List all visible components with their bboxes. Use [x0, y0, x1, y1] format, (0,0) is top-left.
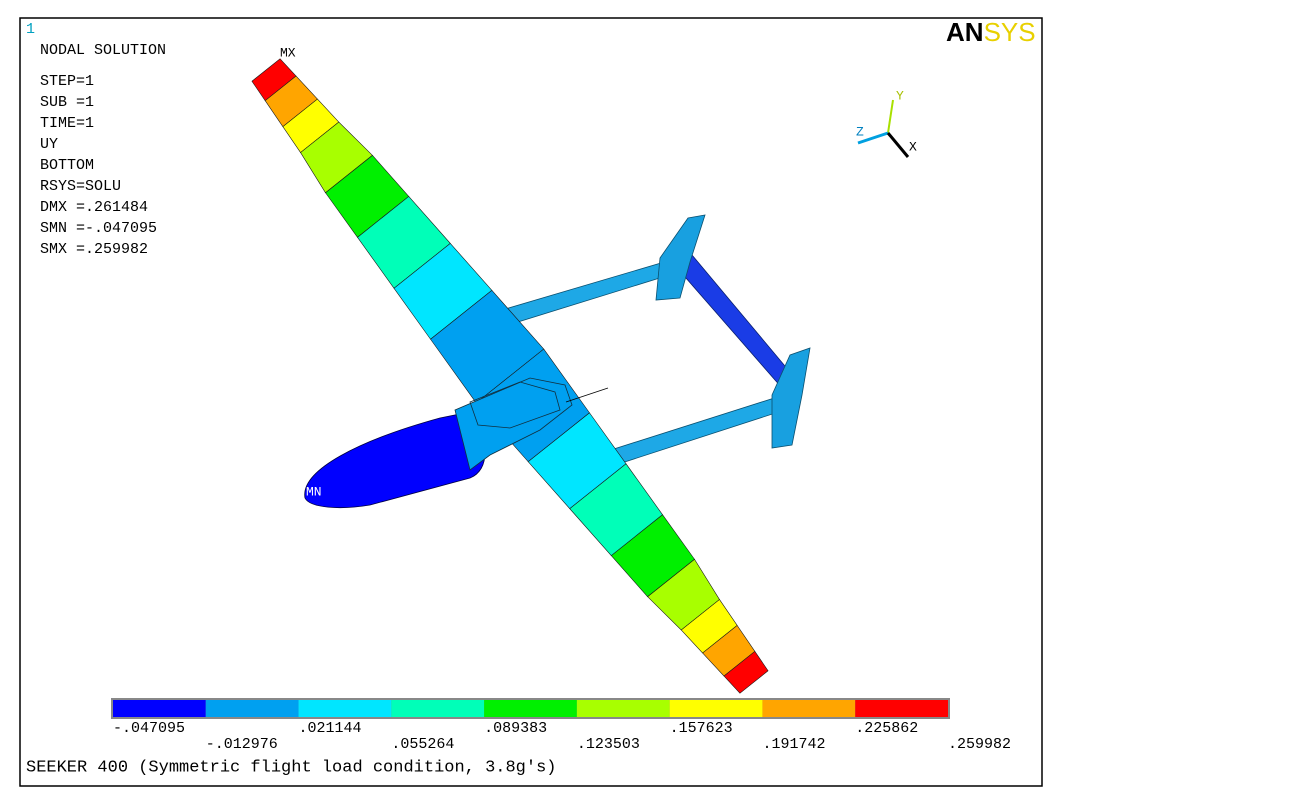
legend-label: .055264 [391, 736, 454, 753]
window-number: 1 [26, 21, 35, 38]
triad-label: Z [856, 124, 864, 139]
legend-label: .191742 [762, 736, 825, 753]
axis-z [857, 131, 889, 145]
max-marker: MX [280, 45, 296, 60]
info-line: SMN =-.047095 [40, 220, 157, 237]
fin [771, 347, 811, 449]
legend-swatch [113, 700, 206, 717]
legend-swatch [391, 700, 485, 717]
legend-swatch [205, 700, 299, 717]
axis-y [887, 99, 894, 134]
logo: ANSYS [946, 17, 1036, 47]
center-body [454, 377, 573, 471]
legend-label: -.047095 [113, 720, 185, 737]
legend-label: .259982 [948, 736, 1011, 753]
triad-label: X [909, 139, 917, 154]
info-line: TIME=1 [40, 115, 94, 132]
info-line: UY [40, 136, 58, 153]
legend-swatch [669, 700, 763, 717]
triad-label: Y [896, 88, 904, 103]
antenna [565, 387, 609, 403]
legend-label: .225862 [855, 720, 918, 737]
legend-swatch [298, 700, 392, 717]
legend-swatch [484, 700, 577, 717]
axis-x [886, 132, 910, 158]
info-line: SUB =1 [40, 94, 94, 111]
legend-label: .021144 [299, 720, 362, 737]
info-line: NODAL SOLUTION [40, 42, 166, 59]
logo-part: AN [946, 17, 984, 47]
canopy [469, 381, 561, 429]
fin [655, 214, 706, 301]
info-line: BOTTOM [40, 157, 94, 174]
caption: SEEKER 400 (Symmetric flight load condit… [26, 758, 557, 777]
legend-label: .089383 [484, 720, 547, 737]
info-line: SMX =.259982 [40, 241, 148, 258]
min-marker: MN [306, 484, 322, 499]
logo-part: SYS [984, 17, 1036, 47]
info-line: DMX =.261484 [40, 199, 148, 216]
info-line: STEP=1 [40, 73, 94, 90]
legend-swatch [576, 700, 670, 717]
legend-label: .157623 [670, 720, 733, 737]
legend-swatch [762, 700, 856, 717]
model [251, 58, 811, 694]
legend-swatch [855, 700, 948, 717]
info-line: RSYS=SOLU [40, 178, 121, 195]
legend-label: .123503 [577, 736, 640, 753]
legend-label: -.012976 [206, 736, 278, 753]
triad: Y Z X [856, 88, 917, 158]
